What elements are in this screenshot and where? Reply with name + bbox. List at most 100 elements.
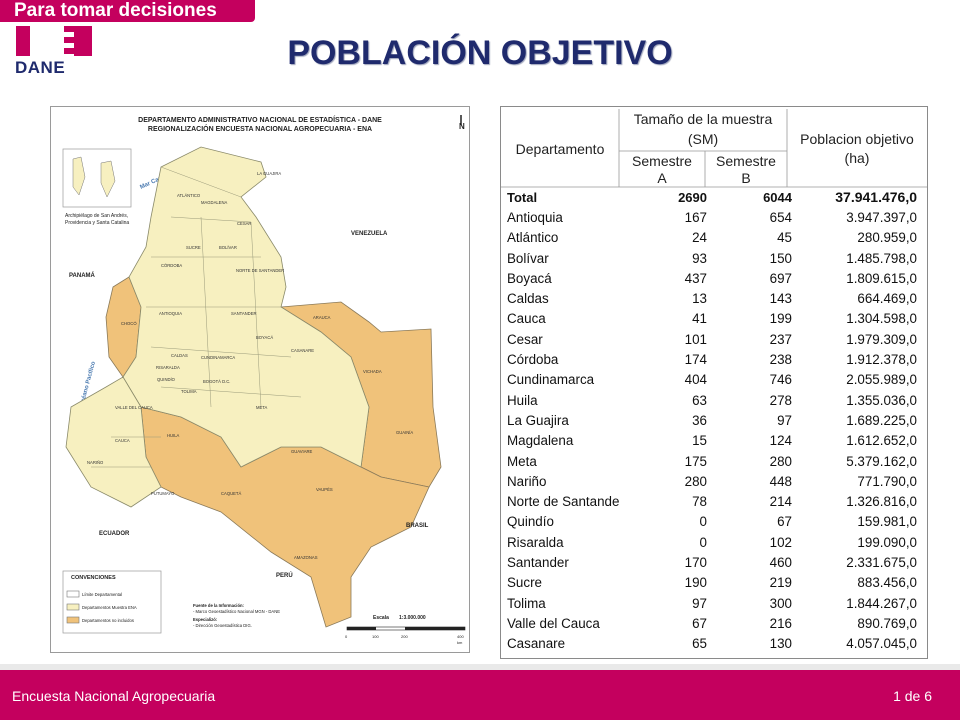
map-image: DEPARTAMENTO ADMINISTRATIVO NACIONAL DE … bbox=[50, 106, 470, 653]
cell-semester-a: 0 bbox=[699, 534, 707, 550]
cell-semester-b: 746 bbox=[769, 372, 792, 388]
cell-semester-a: 67 bbox=[692, 615, 707, 631]
cell-department: Meta bbox=[507, 453, 537, 469]
table-row: Atlántico 24 45 280.959,0 bbox=[505, 228, 923, 248]
dept-label: GUAINÍA bbox=[396, 430, 413, 435]
cell-semester-b: 237 bbox=[769, 331, 792, 347]
north-arrow-icon: N bbox=[459, 122, 465, 131]
dept-label: CUNDINAMARCA bbox=[201, 355, 235, 360]
cell-population: 664.469,0 bbox=[857, 291, 917, 307]
cell-population: 1.844.267,0 bbox=[846, 595, 917, 611]
dept-label: VICHADA bbox=[363, 369, 382, 374]
cell-semester-a: 2690 bbox=[678, 189, 707, 205]
cell-department: Boyacá bbox=[507, 270, 552, 286]
cell-semester-b: 448 bbox=[769, 473, 792, 489]
table-row: Boyacá 437 697 1.809.615,0 bbox=[505, 268, 923, 288]
scale-tick: 200 bbox=[401, 634, 408, 639]
country-label-peru: PERÚ bbox=[276, 572, 293, 579]
legend-item: Departamentos Muestra ENA bbox=[82, 605, 137, 610]
source-line: Fuente de la Información: bbox=[193, 603, 244, 608]
dept-label: NORTE DE SANTANDER bbox=[236, 268, 284, 273]
footer-title: Encuesta Nacional Agropecuaria bbox=[12, 688, 216, 704]
table-row: Cauca 41 199 1.304.598,0 bbox=[505, 309, 923, 329]
header-sample-line1: Tamaño de la muestra bbox=[633, 111, 773, 127]
dept-label: BOGOTÁ D.C. bbox=[203, 379, 230, 384]
source-line: Especializó: bbox=[193, 617, 217, 622]
table-row: Magdalena 15 124 1.612.652,0 bbox=[505, 431, 923, 451]
cell-semester-a: 13 bbox=[692, 291, 707, 307]
dept-label: CAUCA bbox=[115, 438, 130, 443]
table-row: Quindío 0 67 159.981,0 bbox=[505, 512, 923, 532]
dept-label: ATLÁNTICO bbox=[177, 193, 201, 198]
table-total-row: Total 2690 6044 37.941.476,0 bbox=[505, 187, 923, 207]
dept-label: AMAZONAS bbox=[294, 555, 318, 560]
cell-department: Caldas bbox=[507, 291, 549, 307]
cell-population: 1.326.816,0 bbox=[846, 494, 917, 510]
cell-population: 1.689.225,0 bbox=[846, 412, 917, 428]
country-label-venezuela: VENEZUELA bbox=[351, 231, 388, 237]
cell-semester-b: 697 bbox=[769, 270, 792, 286]
header-sample-line2: (SM) bbox=[687, 131, 719, 147]
cell-semester-b: 150 bbox=[769, 250, 792, 266]
country-label-ecuador: ECUADOR bbox=[99, 531, 130, 537]
page-number: 1 de 6 bbox=[893, 688, 932, 704]
table-row: Huila 63 278 1.355.036,0 bbox=[505, 390, 923, 410]
page-title: POBLACIÓN OBJETIVO bbox=[287, 34, 673, 72]
table-row: Casanare 65 130 4.057.045,0 bbox=[505, 634, 923, 654]
scale-tick: 400 bbox=[457, 634, 464, 639]
dept-label: BOYACÁ bbox=[256, 335, 273, 340]
legend-title: CONVENCIONES bbox=[71, 575, 116, 581]
header-department: Departamento bbox=[515, 141, 605, 157]
header-semester-b-line2: B bbox=[741, 170, 751, 186]
dept-label: TOLIMA bbox=[181, 389, 197, 394]
cell-semester-a: 78 bbox=[692, 494, 707, 510]
table-row: Antioquia 167 654 3.947.397,0 bbox=[505, 207, 923, 227]
table-row: Córdoba 174 238 1.912.378,0 bbox=[505, 349, 923, 369]
table-row: Cundinamarca 404 746 2.055.989,0 bbox=[505, 370, 923, 390]
map-title-line2: REGIONALIZACIÓN ENCUESTA NACIONAL AGROPE… bbox=[148, 124, 372, 133]
table-row: Tolima 97 300 1.844.267,0 bbox=[505, 593, 923, 613]
scale-unit: km bbox=[457, 640, 463, 645]
table-row: Cesar 101 237 1.979.309,0 bbox=[505, 329, 923, 349]
table-row: Santander 170 460 2.331.675,0 bbox=[505, 552, 923, 572]
footer-bar: Encuesta Nacional Agropecuaria 1 de 6 bbox=[0, 670, 960, 720]
header-semester-a-line2: A bbox=[657, 170, 667, 186]
cell-semester-a: 280 bbox=[684, 473, 707, 489]
cell-population: 159.981,0 bbox=[857, 514, 917, 530]
cell-semester-a: 63 bbox=[692, 392, 707, 408]
cell-semester-a: 41 bbox=[692, 311, 707, 327]
cell-population: 1.485.798,0 bbox=[846, 250, 917, 266]
table-row: Valle del Cauca 67 216 890.769,0 bbox=[505, 613, 923, 633]
dept-label: CHOCÓ bbox=[121, 321, 137, 326]
cell-population: 890.769,0 bbox=[857, 615, 917, 631]
cell-semester-b: 124 bbox=[769, 433, 792, 449]
cell-population: 199.090,0 bbox=[857, 534, 917, 550]
dept-label: MAGDALENA bbox=[201, 200, 228, 205]
cell-department: Quindío bbox=[507, 514, 554, 530]
map-legend bbox=[62, 570, 162, 634]
dept-label: VALLE DEL CAUCA bbox=[115, 405, 153, 410]
cell-semester-a: 97 bbox=[692, 595, 707, 611]
dept-label: CÓRDOBA bbox=[161, 263, 182, 268]
source-line: - Marco Geoestadístico Nacional MGN - DA… bbox=[193, 609, 280, 614]
legend-item: Límite Departamental bbox=[82, 592, 122, 597]
inset-caption-1: Archipiélago de San Andrés, bbox=[65, 213, 128, 219]
table-row: Bolívar 93 150 1.485.798,0 bbox=[505, 248, 923, 268]
population-table: Total 2690 6044 37.941.476,0 Antioquia 167 654… bbox=[505, 187, 923, 654]
scale-tick: 0 bbox=[345, 634, 348, 639]
dept-label: ARAUCA bbox=[313, 315, 331, 320]
population-table-panel: Departamento Tamaño de la muestra (SM) S… bbox=[500, 106, 928, 659]
dept-label: CASANARE bbox=[291, 348, 314, 353]
dept-label: SANTANDER bbox=[231, 311, 257, 316]
cell-department: Cesar bbox=[507, 331, 543, 347]
dept-label: NARIÑO bbox=[87, 460, 104, 465]
dept-label: CALDAS bbox=[171, 353, 188, 358]
cell-semester-b: 199 bbox=[769, 311, 792, 327]
cell-department: Tolima bbox=[507, 595, 546, 611]
cell-department: Antioquia bbox=[507, 209, 563, 225]
dept-label: SUCRE bbox=[186, 245, 201, 250]
dept-label: RISARALDA bbox=[156, 365, 180, 370]
cell-semester-a: 170 bbox=[684, 554, 707, 570]
legend-item: Departamentos no incluidos bbox=[82, 618, 134, 623]
dept-label: BOLÍVAR bbox=[219, 245, 237, 250]
